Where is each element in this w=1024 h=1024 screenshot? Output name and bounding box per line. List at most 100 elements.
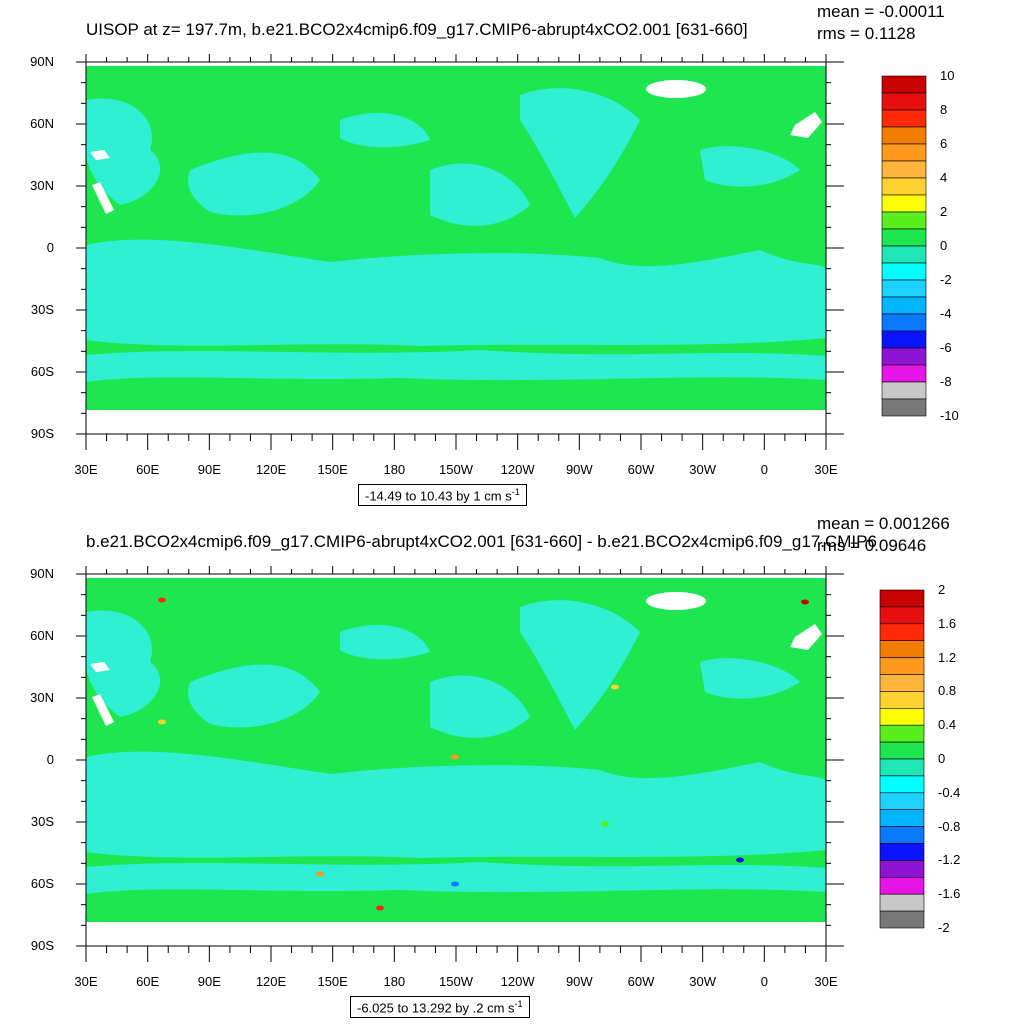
ocean-region-3 [188, 152, 320, 216]
colorbar-swatch-1 [879, 589, 925, 608]
colorbar-swatch-2 [879, 606, 925, 625]
colorbar-label: 1.2 [938, 649, 957, 665]
missing-red-sea [92, 182, 114, 214]
anomaly-spot-4 [158, 719, 166, 725]
colorbar-swatch-7 [879, 691, 925, 709]
colorbar-swatch-10 [879, 741, 925, 760]
colorbar-label: 0 [938, 751, 946, 766]
ocean-region-8 [86, 350, 826, 382]
colorbar-label: 0.8 [938, 683, 957, 699]
lon-label: 120W [500, 462, 535, 477]
colorbar-label: 2 [940, 204, 948, 219]
anomaly-spot-6 [451, 881, 459, 887]
colorbar-swatch-12 [881, 262, 927, 281]
colorbar-swatch-15 [879, 826, 925, 844]
panel-2-colorbar [879, 589, 925, 929]
missing-caspian [90, 150, 110, 160]
lon-label: 60E [136, 974, 160, 989]
lon-label: 60W [627, 974, 655, 989]
colorbar-label: -0.8 [938, 818, 961, 834]
colorbar-swatch-18 [881, 364, 927, 383]
panel-1-title: UISOP at z= 197.7m, b.e21.BCO2x4cmip6.f0… [86, 20, 748, 39]
missing-red-sea [92, 694, 114, 726]
ocean-region-7 [700, 658, 800, 699]
lat-label: 90S [30, 938, 54, 953]
ocean-region-10 [650, 296, 716, 339]
lat-label: 90N [30, 54, 54, 69]
lon-label: 150W [439, 974, 473, 989]
colorbar-swatch-9 [879, 724, 925, 743]
colorbar-swatch-4 [879, 640, 925, 658]
lon-label: 60E [136, 462, 160, 477]
missing-hudson [790, 624, 822, 650]
colorbar-swatch-3 [881, 109, 927, 128]
colorbar-swatch-17 [881, 347, 927, 366]
panel-1-range-box: -14.49 to 10.43 by 1 cm s-1 [358, 484, 527, 507]
lon-label: 180 [383, 462, 406, 477]
anomaly-spot-1 [158, 597, 166, 603]
anomaly-spot-10 [801, 599, 809, 605]
panel-2-range-sup: -1 [514, 999, 523, 1009]
lon-label: 60W [627, 462, 655, 477]
lon-label: 180 [383, 974, 406, 989]
anomaly-spot-7 [736, 857, 744, 863]
map-panel-1: UISOP at z= 197.7m, b.e21.BCO2x4cmip6.f0… [30, 2, 959, 507]
anomaly-spot-8 [601, 821, 609, 827]
panel-2-range-text: -6.025 to 13.292 by .2 cm s [357, 1000, 515, 1016]
colorbar-swatch-17 [879, 860, 925, 878]
anomaly-spot-5 [316, 871, 324, 877]
lon-label: 150E [317, 974, 348, 989]
panel-1-rms: rms = 0.1128 [817, 24, 916, 43]
ocean-region-7 [700, 146, 800, 187]
lon-label: 90E [197, 974, 221, 989]
lon-label: 0 [760, 974, 768, 989]
lat-label: 60S [30, 876, 54, 891]
missing-hudson [790, 112, 822, 138]
lon-label: 30W [689, 462, 717, 477]
colorbar-label: 10 [940, 68, 955, 83]
colorbar-swatch-16 [879, 843, 925, 861]
colorbar-swatch-8 [879, 708, 925, 726]
colorbar-label: 0.4 [938, 717, 957, 733]
panel-1-mean: mean = -0.00011 [817, 2, 945, 21]
lat-label: 60S [30, 364, 54, 379]
ocean-region-8 [86, 862, 826, 894]
lon-label: 0 [760, 462, 768, 477]
ocean-region-5 [520, 88, 640, 218]
colorbar-label: 1.6 [938, 615, 957, 631]
colorbar-swatch-13 [879, 792, 925, 810]
map-panel-2: b.e21.BCO2x4cmip6.f09_g17.CMIP6-abrupt4x… [0, 512, 1024, 1024]
colorbar-swatch-2 [881, 92, 927, 111]
colorbar-label: 0 [940, 238, 948, 253]
lat-label: 60N [30, 628, 54, 643]
ocean-region-2 [86, 610, 161, 717]
colorbar-label: -1.2 [938, 852, 961, 868]
panel-1-colorbar [881, 75, 927, 417]
colorbar-swatch-20 [881, 398, 927, 417]
lon-label: 90E [197, 462, 221, 477]
lat-label: 30S [30, 814, 54, 829]
missing-antarctica [86, 922, 826, 946]
colorbar-swatch-14 [879, 809, 925, 827]
colorbar-label: -6 [940, 340, 952, 355]
colorbar-swatch-5 [881, 143, 927, 162]
colorbar-swatch-4 [881, 126, 927, 145]
missing-caspian [90, 662, 110, 672]
colorbar-label: 2 [938, 582, 946, 597]
colorbar-swatch-15 [881, 313, 927, 332]
colorbar-label: -2 [940, 272, 952, 287]
colorbar-swatch-3 [879, 623, 925, 642]
lon-label: 120W [500, 974, 535, 989]
lon-label: 30E [74, 974, 98, 989]
panel-1-range-sup: -1 [511, 487, 520, 497]
colorbar-swatch-11 [879, 758, 925, 777]
lon-label: 150E [317, 462, 348, 477]
colorbar-swatch-5 [879, 657, 925, 675]
colorbar-swatch-13 [881, 279, 927, 298]
colorbar-label: -4 [940, 306, 952, 321]
lat-label: 60N [30, 116, 54, 131]
colorbar-swatch-16 [881, 330, 927, 349]
colorbar-swatch-6 [881, 160, 927, 179]
ocean-region-2 [86, 98, 161, 205]
ocean-region-5 [520, 600, 640, 730]
